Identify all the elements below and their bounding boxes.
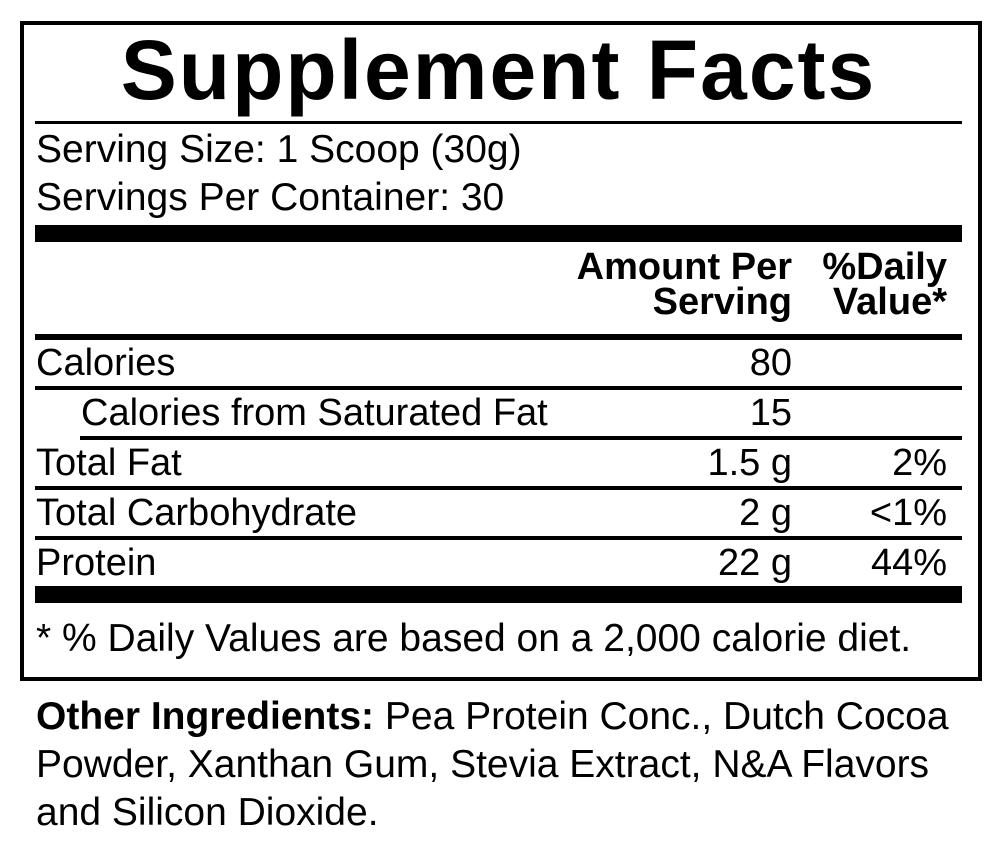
nutrient-name: Protein <box>36 542 157 584</box>
row-total-fat: Total Fat 1.5 g 2% <box>35 440 962 490</box>
amount-header-line1: Amount Per <box>576 246 792 288</box>
divider-bar-top <box>35 225 962 242</box>
other-ingredients-text: Pea Protein Conc., Dutch Cocoa Powder, X… <box>36 695 949 834</box>
nutrient-name: Calories <box>36 342 176 384</box>
nutrient-dv: <1% <box>869 492 947 534</box>
nutrient-amount: 22 g <box>718 542 792 584</box>
daily-value-footnote: * % Daily Values are based on a 2,000 ca… <box>36 617 912 660</box>
row-total-carbohydrate: Total Carbohydrate 2 g <1% <box>35 490 962 540</box>
nutrient-amount: 1.5 g <box>707 442 792 484</box>
nutrient-dv: 2% <box>892 442 947 484</box>
nutrient-name: Total Carbohydrate <box>36 492 358 534</box>
nutrient-amount: 15 <box>749 392 792 434</box>
nutrient-amount: 80 <box>749 342 792 384</box>
panel-title: Supplement Facts <box>35 25 962 124</box>
dv-header-line2: Value* <box>832 281 947 323</box>
nutrient-dv: 44% <box>870 542 947 584</box>
row-calories: Calories 80 <box>35 340 962 390</box>
serving-size-text: Serving Size: 1 Scoop (30g) <box>36 128 522 171</box>
dv-header-line1: %Daily <box>822 246 947 288</box>
divider-bar-bottom <box>35 586 962 603</box>
nutrient-name: Calories from Saturated Fat <box>81 392 548 434</box>
other-ingredients-label: Other Ingredients: <box>36 695 385 738</box>
row-protein: Protein 22 g 44% <box>35 540 962 586</box>
supplement-facts-panel: Supplement Facts Serving Size: 1 Scoop (… <box>20 21 982 681</box>
nutrient-rows: Calories 80 Calories from Saturated Fat … <box>35 340 962 586</box>
servings-per-container-text: Servings Per Container: 30 <box>36 176 505 219</box>
nutrient-name: Total Fat <box>36 442 182 484</box>
serving-info: Serving Size: 1 Scoop (30g) Servings Per… <box>35 124 962 225</box>
nutrient-amount: 2 g <box>739 492 792 534</box>
other-ingredients: Other Ingredients: Pea Protein Conc., Du… <box>36 693 958 837</box>
row-calories-from-saturated-fat: Calories from Saturated Fat 15 <box>80 390 962 440</box>
daily-value-header: %Daily Value* <box>792 246 962 323</box>
amount-header-line2: Serving <box>652 281 792 323</box>
amount-per-serving-header: Amount Per Serving <box>576 246 792 323</box>
column-header-row: Amount Per Serving %Daily Value* <box>35 242 962 340</box>
